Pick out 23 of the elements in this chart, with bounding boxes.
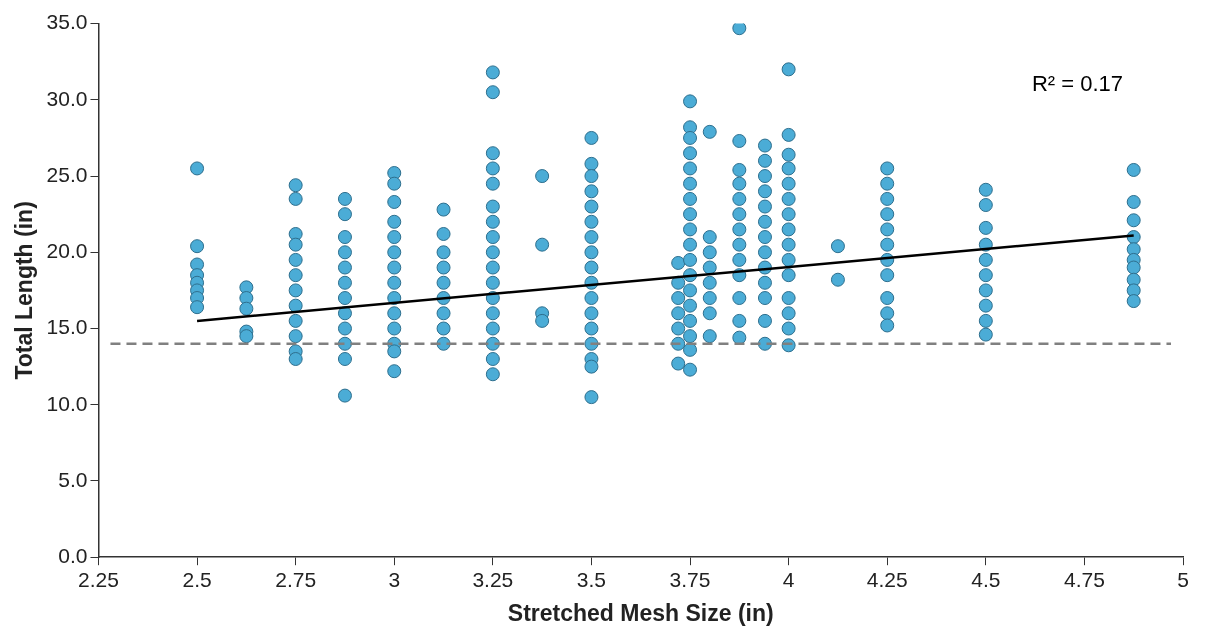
- annotation: R² = 0.17: [1031, 70, 1123, 96]
- y-axis-title: Total Length (in): [11, 201, 38, 380]
- x-tick-label: 3.75: [669, 567, 711, 591]
- x-tick-label: 4: [782, 567, 795, 591]
- y-tick-label: 15.0: [46, 315, 88, 339]
- x-tick-label: 2.5: [182, 567, 212, 591]
- y-tick-label: 10.0: [46, 391, 88, 415]
- x-tick-label: 3: [388, 567, 401, 591]
- y-tick-label: 30.0: [46, 86, 88, 110]
- x-tick-label: 2.75: [275, 567, 317, 591]
- x-tick-label: 4.5: [971, 567, 1001, 591]
- x-tick-label: 5: [1177, 567, 1189, 591]
- x-tick-label: 3.25: [472, 567, 514, 591]
- x-tick-label: 2.25: [78, 567, 119, 591]
- y-tick-label: 20.0: [46, 239, 88, 263]
- x-axis-title: Stretched Mesh Size (in): [507, 599, 774, 626]
- y-tick-label: 25.0: [46, 162, 88, 186]
- y-tick-label: 35.0: [46, 10, 88, 34]
- x-tick-label: 4.25: [866, 567, 908, 591]
- x-tick-label: 4.75: [1063, 567, 1105, 591]
- y-tick-label: 0.0: [58, 544, 88, 567]
- y-tick-label: 5.0: [58, 467, 88, 491]
- x-tick-label: 3.5: [576, 567, 607, 591]
